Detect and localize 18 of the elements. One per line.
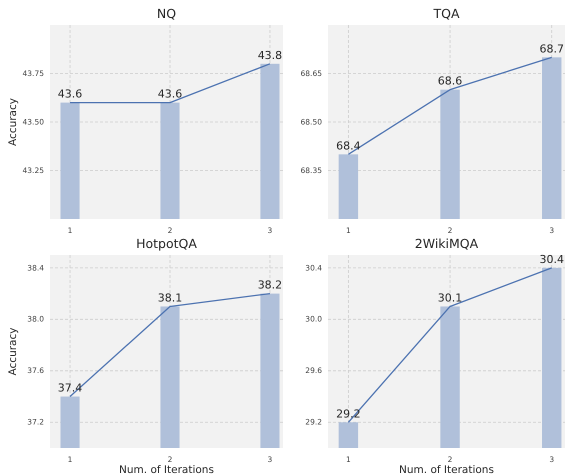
data-label: 30.1 [438,291,462,304]
y-axis-title: Accuracy [7,328,19,376]
data-label: 68.4 [336,139,361,152]
chart-title: HotpotQA [136,236,198,251]
data-label: 68.7 [539,42,564,56]
data-label: 38.1 [158,291,182,304]
y-axis-title: Accuracy [7,98,19,146]
data-label: 68.6 [438,74,462,88]
data-label: 30.4 [539,252,564,266]
x-axis-title: Num. of Iterations [119,464,214,476]
data-label: 43.6 [158,88,182,101]
data-label: 38.2 [258,278,282,292]
x-axis-title: Num. of Iterations [399,464,494,476]
data-label: 43.8 [258,48,282,62]
data-label: 43.6 [58,88,82,101]
chart-title: TQA [432,6,460,21]
chart-title: 2WikiMQA [414,236,479,251]
chart-title: NQ [156,6,176,21]
